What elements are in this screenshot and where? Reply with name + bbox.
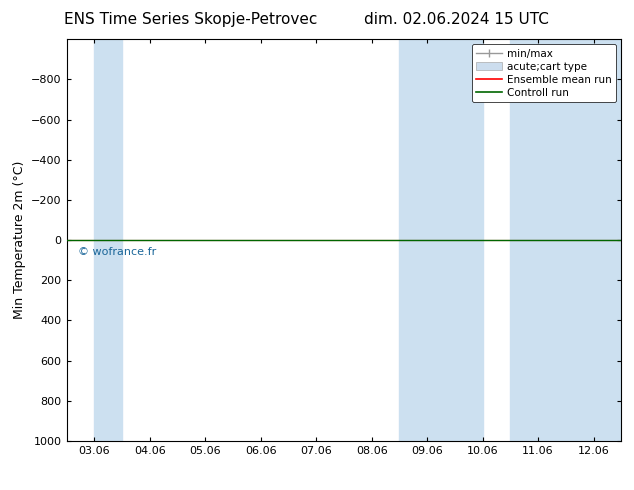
Bar	[94, 39, 122, 441]
Bar	[399, 39, 482, 441]
Text: ENS Time Series Skopje-Petrovec: ENS Time Series Skopje-Petrovec	[63, 12, 317, 27]
Text: dim. 02.06.2024 15 UTC: dim. 02.06.2024 15 UTC	[364, 12, 549, 27]
Legend: min/max, acute;cart type, Ensemble mean run, Controll run: min/max, acute;cart type, Ensemble mean …	[472, 45, 616, 102]
Text: © wofrance.fr: © wofrance.fr	[77, 247, 156, 257]
Y-axis label: Min Temperature 2m (°C): Min Temperature 2m (°C)	[13, 161, 25, 319]
Bar	[510, 39, 621, 441]
